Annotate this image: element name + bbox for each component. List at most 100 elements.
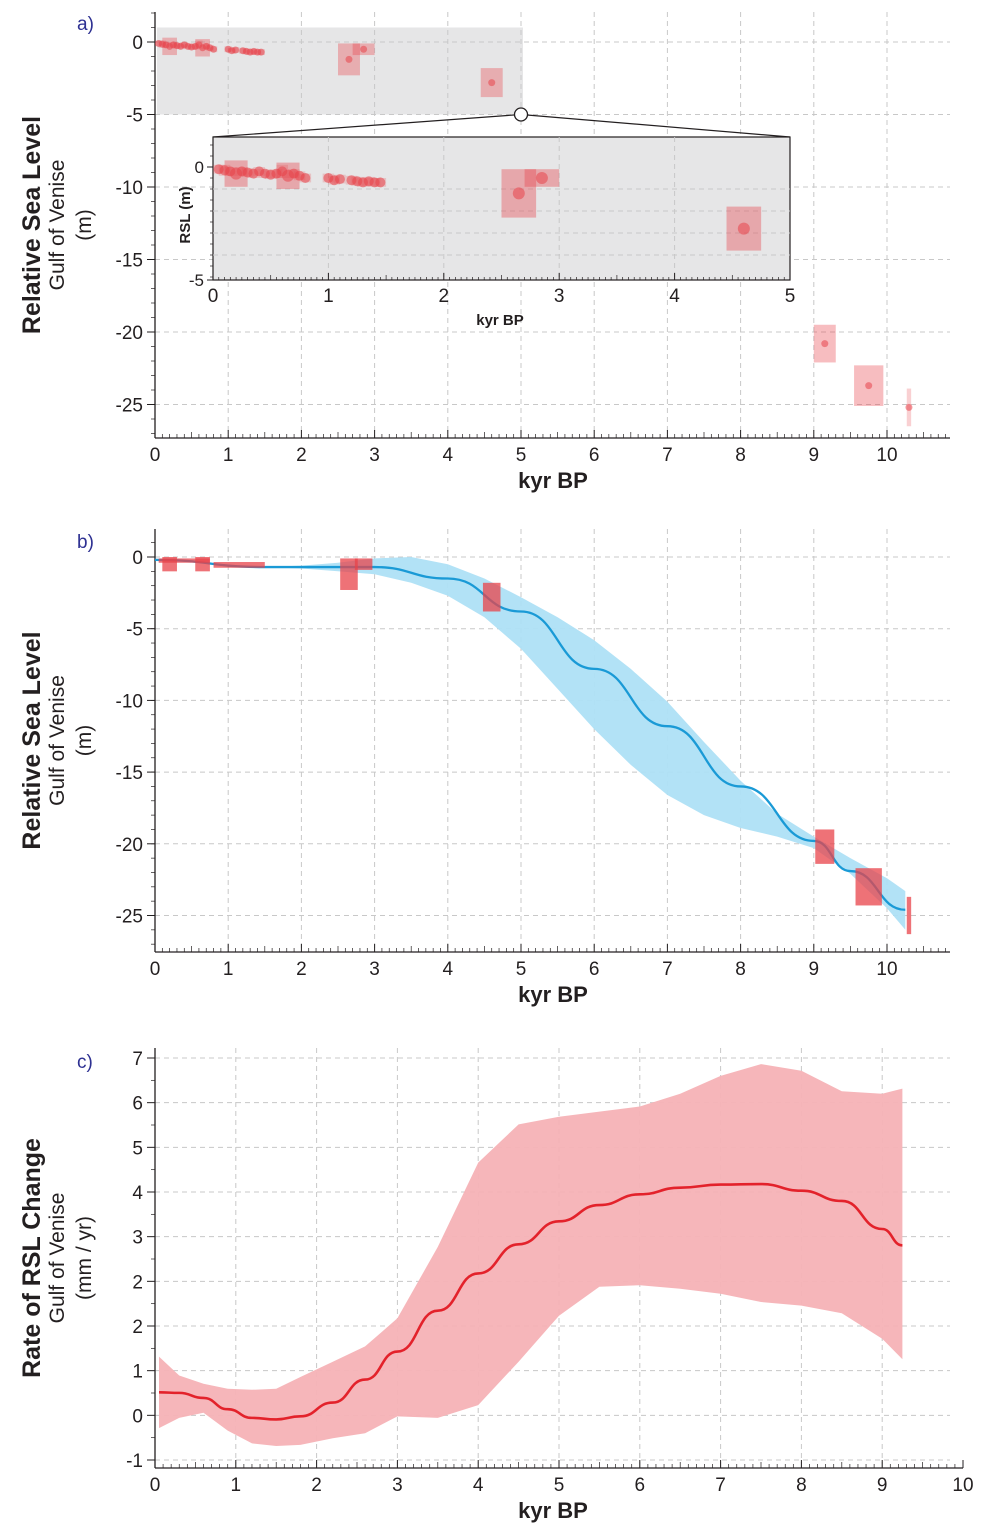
y-tick-label: 3: [132, 1228, 143, 1249]
y-tick-label: 4: [132, 1183, 143, 1204]
x-tick-label: 9: [809, 959, 820, 980]
x-tick-label: 2: [296, 959, 307, 980]
x-tick-label: 0: [150, 1475, 161, 1496]
y-tick-label: 2: [132, 1317, 143, 1338]
uncertainty-band: [264, 557, 906, 930]
panel-b: 0 -5 -10 -15 -20 -25 0 1 2 3 4 5 6 7 8 9 10 kyr BP Relativ…: [18, 529, 950, 1007]
y-tick-label: -1: [126, 1451, 143, 1472]
data-point: [232, 46, 240, 54]
inset-data-point: [300, 173, 311, 183]
y-tick-label: -5: [126, 620, 143, 641]
y-tick-label: -25: [116, 907, 143, 928]
inset-y-tick-label: -5: [189, 271, 204, 290]
data-box: [158, 558, 210, 563]
panel-letter: a): [77, 14, 94, 35]
data-box: [213, 562, 265, 568]
x-tick-label: 7: [715, 1475, 726, 1496]
y-tick-label: -5: [126, 106, 143, 127]
x-tick-label: 5: [516, 445, 527, 466]
y-axis-unit: (m): [73, 725, 96, 756]
y-tick-label: 7: [132, 1049, 143, 1070]
data-point: [488, 79, 496, 87]
zoom-connector-right: [520, 113, 791, 138]
x-tick-label: 4: [443, 959, 454, 980]
y-axis-label: Rate of RSL Change: [18, 1138, 46, 1378]
inset-y-label: RSL (m): [177, 186, 194, 243]
data-box: [482, 582, 501, 612]
y-tick-label: 0: [132, 33, 143, 54]
inset-data-point: [737, 222, 750, 235]
x-tick-label: 5: [554, 1475, 565, 1496]
y-axis-unit: (mm / yr): [73, 1216, 96, 1300]
y-tick-label: -25: [116, 396, 143, 417]
inset-data-point: [535, 172, 548, 184]
x-tick-label: 3: [369, 445, 380, 466]
x-tick-label: 6: [589, 959, 600, 980]
zoom-connector-left: [212, 113, 522, 138]
x-tick-label: 0: [150, 445, 161, 466]
inset-x-tick-label: 3: [554, 286, 565, 307]
y-tick-label: -20: [116, 323, 143, 344]
x-axis-label: kyr BP: [518, 468, 588, 493]
x-tick-label: 1: [231, 1475, 242, 1496]
data-point: [360, 45, 368, 53]
data-point: [210, 45, 218, 53]
data-point: [257, 48, 265, 56]
x-tick-label: 10: [876, 959, 897, 980]
x-tick-label: 6: [635, 1475, 646, 1496]
x-tick-label: 1: [223, 959, 234, 980]
y-tick-label: -10: [116, 178, 143, 199]
y-axis-unit: (m): [73, 209, 96, 240]
y-tick-label: 0: [132, 1406, 143, 1427]
data-point: [821, 340, 829, 348]
inset-x-tick-label: 5: [785, 286, 796, 307]
data-box: [354, 558, 373, 570]
y-tick-label: 2: [132, 1272, 143, 1293]
y-tick-label: -10: [116, 691, 143, 712]
x-tick-label: 3: [369, 959, 380, 980]
data-box: [906, 896, 912, 935]
mean-line: [154, 558, 906, 911]
panel-a: 0 -5 -10 -15 -20 -25 0 1 2 3 4 5 6 7 8 9 10 kyr BP Relativ…: [18, 12, 950, 493]
inset-frame: [212, 136, 791, 281]
data-point: [905, 403, 913, 411]
data-point: [345, 55, 353, 63]
inset-data-point: [512, 187, 525, 200]
inset-x-label: kyr BP: [476, 312, 524, 329]
y-tick-label: 0: [132, 548, 143, 569]
x-tick-label: 9: [809, 445, 820, 466]
inset-x-tick-label: 2: [439, 286, 450, 307]
y-axis-label: Relative Sea Level: [18, 116, 46, 334]
x-tick-label: 4: [473, 1475, 484, 1496]
y-tick-label: 6: [132, 1094, 143, 1115]
inset-data-point: [334, 174, 345, 185]
data-box: [855, 868, 882, 906]
y-tick-label: -15: [116, 251, 143, 272]
inset-data-point: [375, 177, 386, 188]
x-tick-label: 8: [796, 1475, 807, 1496]
y-axis-sublabel: Gulf of Venise: [46, 1193, 69, 1324]
x-tick-label: 5: [516, 959, 527, 980]
x-tick-label: 0: [150, 959, 161, 980]
panel-letter: b): [77, 532, 94, 553]
x-tick-label: 9: [877, 1475, 888, 1496]
x-tick-label: 1: [223, 445, 234, 466]
y-axis-sublabel: Gulf of Venise: [46, 675, 69, 806]
x-tick-label: 8: [735, 445, 746, 466]
y-tick-label: 1: [132, 1362, 143, 1383]
inset-y-tick-label: 0: [195, 158, 204, 177]
data-box: [340, 558, 358, 590]
x-tick-label: 10: [876, 445, 897, 466]
x-tick-label: 6: [589, 445, 600, 466]
y-tick-label: -15: [116, 763, 143, 784]
inset-x-tick-label: 4: [669, 286, 680, 307]
y-tick-label: -20: [116, 835, 143, 856]
y-axis-label: Relative Sea Level: [18, 631, 46, 849]
data-box: [815, 829, 835, 864]
uncertainty-band: [159, 1064, 903, 1446]
x-tick-label: 7: [662, 445, 673, 466]
x-tick-label: 2: [296, 445, 307, 466]
